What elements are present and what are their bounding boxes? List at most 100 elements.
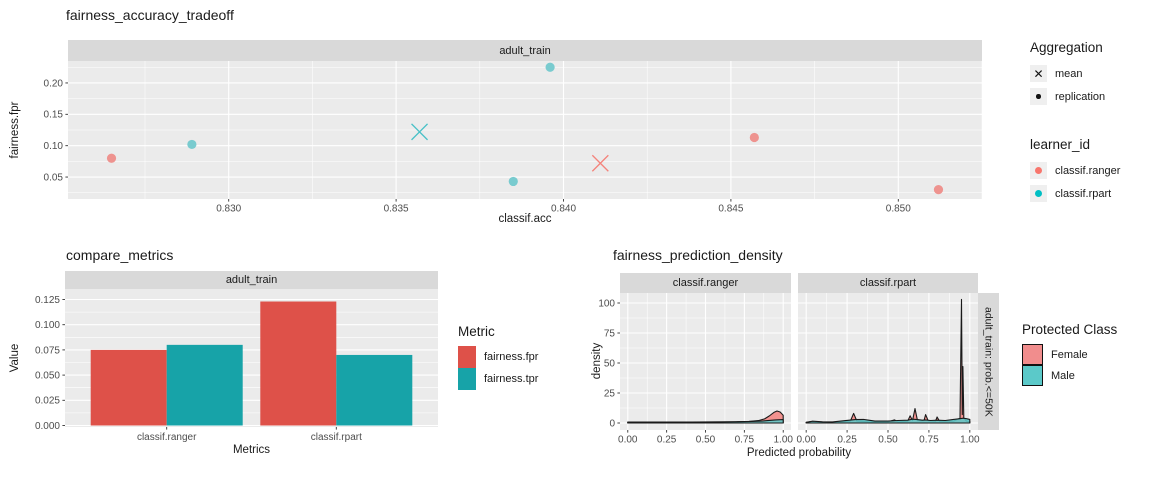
compare-y-axis-title: Value (9, 343, 21, 373)
fairness-tpr-label: fairness.tpr (484, 373, 539, 385)
metric-legend: Metric fairness.fpr fairness.tpr (458, 324, 538, 390)
scatter-point-classif.ranger (749, 132, 759, 143)
scatter-point-classif.rpart (508, 176, 518, 187)
y-tick-label: 25 (604, 388, 616, 399)
x-category-label: classif.ranger (137, 432, 197, 443)
protected-class-legend-title: Protected Class (1022, 322, 1118, 337)
x-tick-label: 0.00 (796, 435, 816, 446)
legend-item-fairness-fpr: fairness.fpr (458, 346, 538, 368)
legend-item-male: Male (1022, 365, 1117, 386)
mean-x-marker-classif.rpart (411, 123, 428, 141)
compare-facet-label: adult_train (225, 274, 278, 286)
rpart-label: classif.rpart (1055, 187, 1112, 200)
density-facet-strip-ranger: classif.ranger (620, 273, 791, 293)
legend-item-classif-ranger: classif.ranger (1030, 159, 1120, 182)
y-tick-label: 0.000 (35, 421, 60, 432)
legend-item-classif-rpart: classif.rpart (1030, 182, 1120, 205)
density-facet-rpart-label: classif.rpart (859, 277, 917, 289)
y-tick-label: 100 (598, 298, 615, 309)
density-y-axis-title: density (591, 342, 603, 380)
y-tick-label: 50 (604, 358, 616, 369)
y-tick-label: 0.05 (44, 172, 64, 183)
rpart-dot-icon (1035, 190, 1042, 197)
legend-item-fairness-tpr: fairness.tpr (458, 368, 538, 390)
legend-item-mean: ✕ mean (1030, 62, 1105, 85)
scatter-point-classif.rpart (187, 139, 197, 150)
density-facet-ranger-label: classif.ranger (672, 277, 739, 289)
density-x-axis-title: Predicted probability (746, 447, 852, 459)
x-tick-label: 0.50 (696, 435, 716, 446)
fairness-fpr-swatch (458, 346, 476, 368)
replication-label: replication (1055, 90, 1106, 103)
y-tick-label: 0.075 (35, 345, 60, 356)
tradeoff-y-axis-title: fairness.fpr (9, 101, 21, 159)
y-tick-label: 0.20 (44, 78, 64, 89)
x-tick-label: 0.840 (551, 204, 576, 215)
compare-metrics-title: compare_metrics (66, 247, 174, 263)
aggregation-legend: Aggregation ✕ mean replication (1030, 40, 1105, 108)
mean-x-marker-classif.ranger (591, 154, 609, 172)
x-tick-label: 0.25 (657, 435, 677, 446)
density-area-classif.rpart-Male (805, 417, 971, 424)
x-tick-label: 0.75 (735, 435, 755, 446)
x-tick-label: 0.00 (618, 435, 638, 446)
x-tick-label: 0.75 (919, 435, 939, 446)
rpart-key (1030, 185, 1047, 202)
x-tick-label: 1.00 (960, 435, 980, 446)
x-tick-label: 0.850 (886, 204, 911, 215)
tradeoff-title: fairness_accuracy_tradeoff (66, 7, 234, 23)
mean-label: mean (1055, 67, 1083, 80)
ranger-label: classif.ranger (1055, 164, 1121, 177)
scatter-point-classif.ranger (933, 184, 944, 195)
tradeoff-facet-strip: adult_train (68, 40, 982, 61)
y-tick-label: 0.050 (35, 371, 60, 382)
female-label: Female (1051, 348, 1088, 361)
y-tick-label: 0.15 (44, 110, 64, 121)
male-swatch (1022, 365, 1043, 386)
density-area-classif.ranger-Male (627, 419, 784, 424)
x-tick-label: 0.835 (384, 204, 409, 215)
scatter-point-classif.rpart (545, 62, 555, 72)
protected-class-legend: Protected Class Female Male (1022, 322, 1117, 386)
learner-id-legend-title: learner_id (1030, 137, 1091, 152)
x-category-label: classif.rpart (311, 432, 362, 443)
compare-facet-strip: adult_train (65, 271, 438, 289)
y-tick-label: 0.025 (35, 396, 60, 407)
ranger-dot-icon (1035, 167, 1042, 174)
metric-legend-title: Metric (458, 324, 495, 339)
density-facet-strip-rpart: classif.rpart (798, 273, 978, 293)
bar-classif.rpart-fairness.tpr (336, 354, 413, 426)
x-tick-label: 0.830 (216, 204, 241, 215)
tradeoff-x-axis-title: classif.acc (498, 213, 552, 225)
fairness-fpr-label: fairness.fpr (484, 351, 539, 363)
female-swatch (1022, 344, 1043, 365)
scatter-point-classif.ranger (106, 153, 117, 163)
y-tick-label: 75 (604, 328, 616, 339)
y-tick-label: 0.100 (35, 320, 60, 331)
x-tick-label: 1.00 (773, 435, 793, 446)
fairness-tpr-swatch (458, 368, 476, 390)
ranger-key (1030, 162, 1047, 179)
bar-classif.ranger-fairness.tpr (166, 344, 243, 426)
y-tick-label: 0.10 (44, 141, 64, 152)
density-right-strip: adult_train: prob.<=50K (978, 293, 999, 430)
compare-x-axis-title: Metrics (232, 444, 271, 456)
mean-key: ✕ (1030, 65, 1047, 82)
legend-item-female: Female (1022, 344, 1117, 365)
replication-key (1030, 88, 1047, 105)
y-tick-label: 0 (609, 418, 615, 429)
x-tick-label: 0.50 (878, 435, 898, 446)
male-label: Male (1051, 369, 1075, 382)
x-marker-icon: ✕ (1033, 66, 1044, 81)
density-title: fairness_prediction_density (613, 247, 783, 263)
tradeoff-facet-label: adult_train (499, 44, 551, 57)
legend-item-replication: replication (1030, 85, 1105, 108)
y-tick-label: 0.125 (35, 295, 60, 306)
aggregation-legend-title: Aggregation (1030, 40, 1103, 55)
learner-id-legend: learner_id classif.ranger classif.rpart (1030, 137, 1120, 205)
dot-marker-icon (1036, 94, 1041, 99)
x-tick-label: 0.25 (837, 435, 857, 446)
bar-classif.rpart-fairness.fpr (260, 301, 337, 426)
